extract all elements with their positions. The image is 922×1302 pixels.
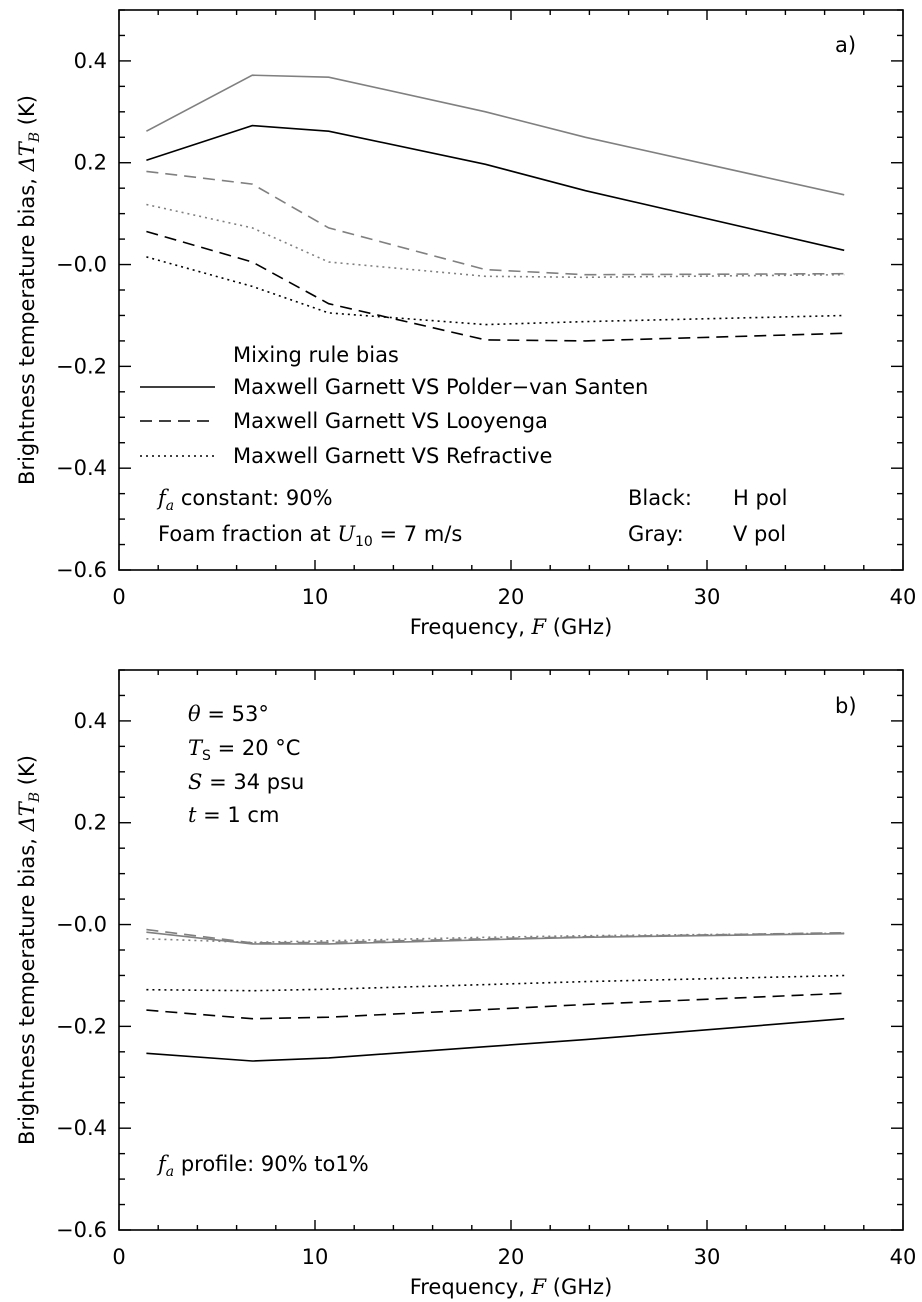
x-tick-label-a: 30 bbox=[694, 585, 721, 609]
x-tick-label-a: 20 bbox=[498, 585, 525, 609]
legend-label-dotted: Maxwell Garnett VS Refractive bbox=[233, 444, 552, 468]
ticks-b: 0 10 20 30 40 −0.6 −0.4 −0.2 −0.0 0.2 0.4 bbox=[56, 669, 917, 1269]
y-tick-label-a: −0.2 bbox=[56, 354, 107, 378]
series-line-a-h-solid bbox=[146, 124, 845, 252]
y-tick-label-a: 0.2 bbox=[74, 151, 107, 175]
y-tick-label-a: −0.0 bbox=[56, 253, 107, 277]
series-line-b-h-dashed bbox=[146, 992, 845, 1020]
panel-label-b: b) bbox=[835, 694, 857, 718]
series-line-a-h-dotted bbox=[146, 256, 845, 326]
x-tick-label-b: 10 bbox=[302, 1245, 329, 1269]
gray-key: Gray: bbox=[628, 522, 684, 546]
theta-annotation: θ = 53° bbox=[188, 702, 269, 726]
series-line-a-h-dashed bbox=[146, 230, 845, 342]
series-line-b-h-dotted bbox=[146, 974, 845, 992]
y-tick-label-b: 0.2 bbox=[74, 811, 107, 835]
x-tick-label-a: 0 bbox=[112, 585, 125, 609]
series-group-a bbox=[146, 74, 845, 342]
x-tick-label-a: 40 bbox=[890, 585, 917, 609]
x-tick-label-b: 0 bbox=[112, 1245, 125, 1269]
series-group-b bbox=[146, 928, 845, 1062]
black-val: H pol bbox=[733, 486, 787, 510]
gray-val: V pol bbox=[733, 522, 786, 546]
series-line-b-v-dashed bbox=[146, 928, 845, 944]
series-line-b-h-solid bbox=[146, 1017, 845, 1062]
legend-a: Mixing rule bias Maxwell Garnett VS Pold… bbox=[140, 343, 648, 468]
fa-profile-annotation: fa profile: 90% to1% bbox=[156, 1152, 369, 1180]
series-line-a-v-dashed bbox=[146, 170, 845, 276]
y-tick-label-b: −0.4 bbox=[56, 1116, 107, 1140]
y-tick-label-b: −0.6 bbox=[56, 1218, 107, 1242]
y-tick-label-a: −0.6 bbox=[56, 558, 107, 582]
panel-label-a: a) bbox=[835, 33, 856, 57]
legend-title: Mixing rule bias bbox=[233, 343, 399, 367]
fa-constant-annotation: fa constant: 90% bbox=[156, 486, 333, 514]
y-tick-label-a: −0.4 bbox=[56, 456, 107, 480]
y-tick-label-b: 0.4 bbox=[74, 709, 107, 733]
series-line-a-v-dotted bbox=[146, 203, 845, 279]
ts-annotation: TS = 20 °C bbox=[188, 736, 300, 764]
foam-fraction-annotation: Foam fraction at U10 = 7 m/s bbox=[158, 522, 462, 550]
ticks-a: 0 10 20 30 40 −0.6 −0.4 −0.2 −0.0 0.2 0.4 bbox=[56, 9, 917, 609]
x-axis-label-a: Frequency, F (GHz) bbox=[410, 615, 613, 639]
y-axis-label-b: Brightness temperature bias, ΔTB (K) bbox=[15, 755, 43, 1145]
y-axis-label-a: Brightness temperature bias, ΔTB (K) bbox=[15, 95, 43, 485]
x-tick-label-b: 20 bbox=[498, 1245, 525, 1269]
panel-a: 0 10 20 30 40 −0.6 −0.4 −0.2 −0.0 0.2 0.4 a) Frequ… bbox=[15, 9, 917, 639]
y-tick-label-b: −0.0 bbox=[56, 913, 107, 937]
x-tick-label-b: 30 bbox=[694, 1245, 721, 1269]
black-key: Black: bbox=[628, 486, 692, 510]
legend-label-solid: Maxwell Garnett VS Polder−van Santen bbox=[233, 375, 648, 399]
y-tick-label-b: −0.2 bbox=[56, 1014, 107, 1038]
series-line-a-v-solid bbox=[146, 74, 845, 196]
x-axis-label-b: Frequency, F (GHz) bbox=[410, 1275, 613, 1299]
x-tick-label-a: 10 bbox=[302, 585, 329, 609]
s-annotation: S = 34 psu bbox=[188, 770, 304, 794]
x-tick-label-b: 40 bbox=[890, 1245, 917, 1269]
panel-b: 0 10 20 30 40 −0.6 −0.4 −0.2 −0.0 0.2 0.4 b) Frequ… bbox=[15, 669, 917, 1299]
y-tick-label-a: 0.4 bbox=[74, 49, 107, 73]
legend-label-dashed: Maxwell Garnett VS Looyenga bbox=[233, 409, 548, 433]
t-annotation: t = 1 cm bbox=[188, 803, 279, 827]
